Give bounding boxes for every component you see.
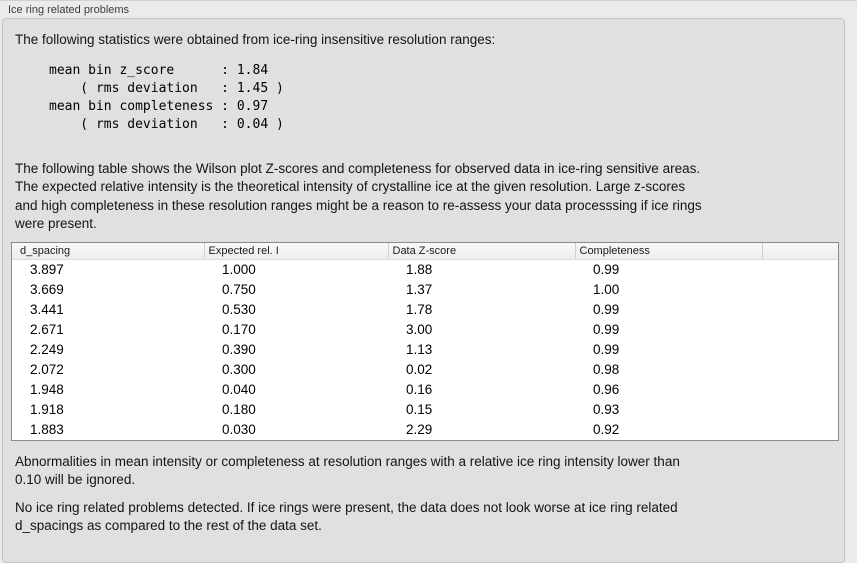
table-description: The following table shows the Wilson plo… <box>15 160 702 232</box>
table-cell: 0.390 <box>222 342 256 357</box>
table-cell: 1.00 <box>593 282 620 297</box>
table-cell: 0.92 <box>593 422 620 437</box>
table-cell: 0.15 <box>406 402 433 417</box>
panel-title: Ice ring related problems <box>8 4 130 16</box>
table-cell: 0.93 <box>593 402 620 417</box>
intro-text: The following statistics were obtained f… <box>15 32 496 47</box>
table-cell-spacer <box>762 380 838 400</box>
table-cell-spacer <box>762 360 838 380</box>
table-row[interactable]: 3.669 0.750 1.37 1.00 <box>12 280 838 300</box>
table-row[interactable]: 1.918 0.180 0.15 0.93 <box>12 400 838 420</box>
table-row[interactable]: 3.441 0.530 1.78 0.99 <box>12 300 838 320</box>
table-cell: 0.16 <box>406 382 433 397</box>
table-cell: 0.300 <box>222 362 256 377</box>
table-row[interactable]: 2.671 0.170 3.00 0.99 <box>12 320 838 340</box>
ice-ring-panel: The following statistics were obtained f… <box>2 18 845 563</box>
table-cell: 1.000 <box>222 262 256 278</box>
table-cell: 0.180 <box>222 402 256 417</box>
table-cell: 1.88 <box>406 262 433 278</box>
table-cell: 0.030 <box>222 422 256 437</box>
table-cell: 1.13 <box>406 342 433 357</box>
table-cell: 0.750 <box>222 282 256 297</box>
table-cell: 1.948 <box>30 382 64 397</box>
table-cell: 0.99 <box>593 322 620 337</box>
column-header-d-spacing[interactable]: d_spacing <box>12 242 204 260</box>
table-cell: 2.072 <box>30 362 64 377</box>
table-cell: 0.99 <box>593 342 620 357</box>
table-row[interactable]: 2.249 0.390 1.13 0.99 <box>12 340 838 360</box>
table-cell-spacer <box>762 280 838 300</box>
table-cell: 0.98 <box>593 362 620 377</box>
stats-block: mean bin z_score : 1.84 ( rms deviation … <box>49 62 284 132</box>
table-cell: 3.00 <box>406 322 433 337</box>
table-cell: 3.441 <box>30 302 64 317</box>
table-cell: 0.99 <box>593 302 620 317</box>
table-body: 3.897 1.000 1.88 0.99 3.669 0.750 1.37 1.00 3.44… <box>12 260 838 440</box>
table-cell: 2.29 <box>406 422 433 437</box>
table-cell: 1.918 <box>30 402 64 417</box>
table-cell: 1.883 <box>30 422 64 437</box>
ice-ring-table-grid: d_spacing Expected rel. I Data Z-score C… <box>12 242 838 440</box>
table-cell: 2.249 <box>30 342 64 357</box>
table-cell: 2.671 <box>30 322 64 337</box>
conclusion-text: No ice ring related problems detected. I… <box>15 499 678 534</box>
ice-ring-table: d_spacing Expected rel. I Data Z-score C… <box>11 241 839 441</box>
table-cell: 0.170 <box>222 322 256 337</box>
threshold-note: Abnormalities in mean intensity or compl… <box>15 453 680 488</box>
table-cell: 3.897 <box>30 262 64 278</box>
table-cell: 0.99 <box>593 262 620 278</box>
table-cell-spacer <box>762 340 838 360</box>
table-row[interactable]: 1.883 0.030 2.29 0.92 <box>12 420 838 440</box>
table-cell: 3.669 <box>30 282 64 297</box>
table-row[interactable]: 1.948 0.040 0.16 0.96 <box>12 380 838 400</box>
table-header-row: d_spacing Expected rel. I Data Z-score C… <box>12 242 838 260</box>
table-row[interactable]: 3.897 1.000 1.88 0.99 <box>12 260 838 280</box>
table-cell-spacer <box>762 420 838 440</box>
column-header-spacer <box>761 242 838 260</box>
column-header-expected-rel-i[interactable]: Expected rel. I <box>203 242 388 260</box>
table-cell-spacer <box>762 320 838 340</box>
column-header-data-z-score[interactable]: Data Z-score <box>387 242 575 260</box>
table-cell: 1.78 <box>406 302 433 317</box>
table-cell: 0.96 <box>593 382 620 397</box>
table-cell-spacer <box>762 400 838 420</box>
table-cell-spacer <box>762 260 838 280</box>
table-cell-spacer <box>762 300 838 320</box>
table-cell: 0.530 <box>222 302 256 317</box>
table-cell: 1.37 <box>406 282 433 297</box>
table-cell: 0.040 <box>222 382 256 397</box>
column-header-completeness[interactable]: Completeness <box>574 242 762 260</box>
table-cell: 0.02 <box>406 362 433 377</box>
table-row[interactable]: 2.072 0.300 0.02 0.98 <box>12 360 838 380</box>
